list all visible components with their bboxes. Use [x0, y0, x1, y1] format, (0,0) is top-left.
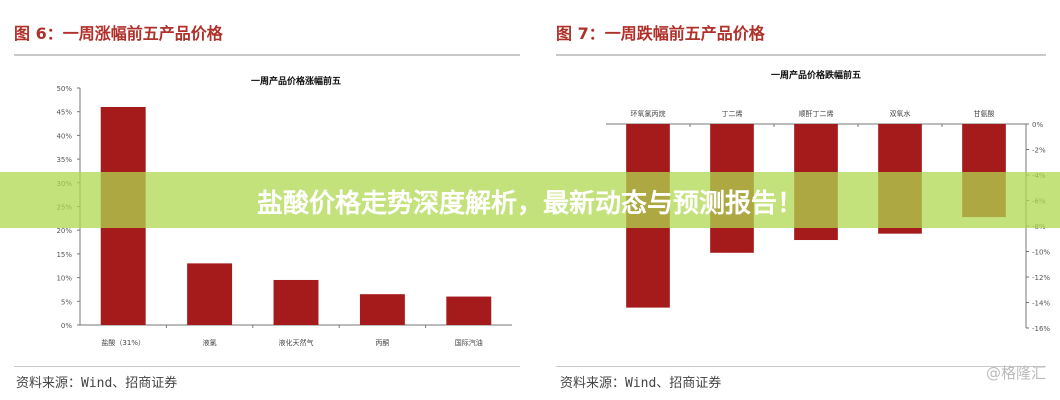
x-tick-label: 液化天然气: [279, 338, 314, 347]
y-tick-label: 35%: [56, 156, 72, 164]
divider: [556, 54, 1046, 56]
y-tick-label: 50%: [56, 85, 72, 93]
bar: [446, 296, 492, 325]
x-tick-label: 国际汽油: [455, 338, 483, 347]
y-tick-label: -14%: [1032, 300, 1050, 308]
y-tick-label: 40%: [56, 132, 72, 140]
divider: [14, 366, 520, 367]
bar: [273, 279, 319, 325]
figure-6-title: 图 6：一周涨幅前五产品价格: [14, 24, 223, 43]
divider: [14, 54, 520, 56]
chart-title: 一周产品价格涨幅前五: [251, 75, 341, 87]
bar: [187, 263, 233, 325]
watermark: @格隆汇: [985, 364, 1046, 382]
x-tick-label: 甘氨酸: [974, 109, 995, 118]
y-tick-label: -16%: [1032, 325, 1050, 333]
x-tick-label: 环氧氯丙烷: [631, 109, 666, 118]
x-tick-label: 丙酮: [375, 339, 389, 347]
x-tick-label: 丁二烯: [722, 109, 743, 118]
chart-title: 一周产品价格跌幅前五: [771, 69, 861, 81]
y-tick-label: -10%: [1032, 249, 1050, 257]
y-tick-label: 15%: [56, 251, 72, 259]
x-tick-label: 液氯: [203, 338, 217, 347]
divider: [556, 366, 1046, 367]
y-tick-label: -2%: [1032, 147, 1046, 155]
x-tick-label: 顺酐丁二烯: [799, 109, 834, 118]
y-tick-label: 0%: [61, 322, 72, 330]
y-tick-label: 10%: [56, 275, 72, 283]
title-banner: [0, 172, 1060, 228]
x-tick-label: 盐酸（31%）: [101, 338, 145, 347]
y-tick-label: 45%: [56, 109, 72, 117]
banner-title: 盐酸价格走势深度解析，最新动态与预测报告！: [256, 189, 803, 219]
y-tick-label: 0%: [1032, 121, 1043, 129]
source-note: 资料来源：Wind、招商证券: [16, 376, 178, 391]
bar: [359, 294, 405, 325]
figure-7-title: 图 7：一周跌幅前五产品价格: [556, 24, 765, 43]
source-note: 资料来源：Wind、招商证券: [560, 376, 722, 391]
y-tick-label: 5%: [61, 298, 72, 306]
x-tick-label: 双氧水: [890, 109, 911, 118]
y-tick-label: -12%: [1032, 274, 1050, 282]
y-tick-label: 20%: [56, 227, 72, 235]
